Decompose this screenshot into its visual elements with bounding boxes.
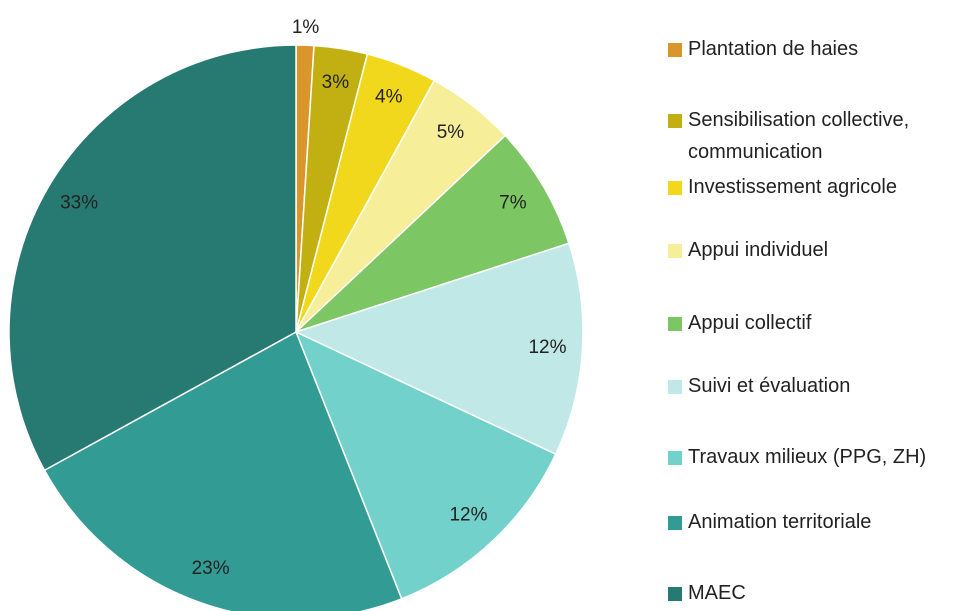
legend-item: Sensibilisation collective, communicatio… xyxy=(668,104,963,168)
legend-item: Suivi et évaluation xyxy=(668,370,963,402)
data-label: 3% xyxy=(322,72,350,93)
data-label: 5% xyxy=(437,122,465,143)
legend-label: Investissement agricole xyxy=(688,176,897,198)
legend-label: Sensibilisation collective, communicatio… xyxy=(688,109,910,163)
data-label: 12% xyxy=(528,337,566,358)
legend-swatch xyxy=(668,380,682,394)
legend-item: MAEC xyxy=(668,577,963,609)
legend-label: Animation territoriale xyxy=(688,511,872,533)
legend-label: Plantation de haies xyxy=(688,38,859,60)
legend-label: Travaux milieux (PPG, ZH) xyxy=(688,446,927,468)
data-label: 33% xyxy=(60,193,98,214)
legend-swatch xyxy=(668,43,682,57)
data-label: 7% xyxy=(499,193,527,214)
data-label: 4% xyxy=(375,87,403,108)
legend-item: Plantation de haies xyxy=(668,33,963,65)
pie-slice xyxy=(295,134,570,333)
legend-swatch xyxy=(668,317,682,331)
legend-item: Travaux milieux (PPG, ZH) xyxy=(668,441,963,473)
legend-item: Animation territoriale xyxy=(668,506,963,538)
legend-swatch xyxy=(668,587,682,601)
legend-item: Appui collectif xyxy=(668,307,963,339)
legend-label: Appui individuel xyxy=(688,239,829,261)
legend-swatch xyxy=(668,114,682,128)
legend-item: Investissement agricole xyxy=(668,171,963,203)
data-label: 12% xyxy=(449,505,487,526)
pie-slice xyxy=(294,330,557,600)
legend-swatch xyxy=(668,244,682,258)
pie-slice xyxy=(8,44,297,472)
legend-item: Appui individuel xyxy=(668,234,963,266)
legend-label: MAEC xyxy=(688,582,746,604)
pie-slice xyxy=(293,242,584,456)
data-label: 1% xyxy=(292,17,320,38)
legend-label: Suivi et évaluation xyxy=(688,375,851,397)
chart: 1% 3% 4% 5% 7% 12% 12% 23% 33% xyxy=(8,17,584,611)
pie-slice xyxy=(43,330,403,611)
legend-swatch xyxy=(668,181,682,195)
data-label: 23% xyxy=(192,558,230,579)
legend-label: Appui collectif xyxy=(688,312,812,334)
legend-swatch xyxy=(668,451,682,465)
legend-swatch xyxy=(668,516,682,530)
